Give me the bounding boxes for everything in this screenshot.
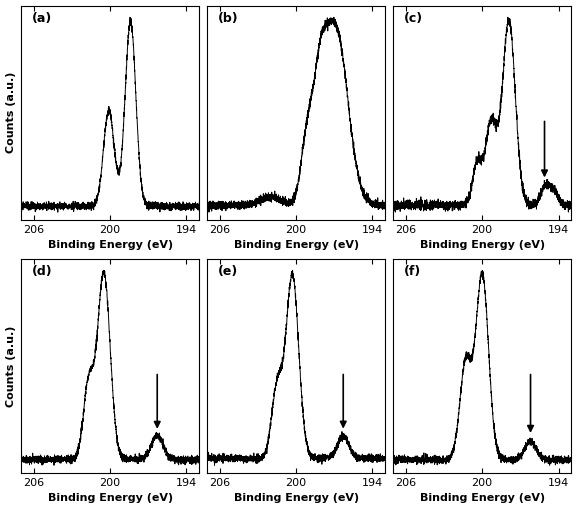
Text: (c): (c) <box>404 12 423 25</box>
Text: (d): (d) <box>32 265 53 278</box>
X-axis label: Binding Energy (eV): Binding Energy (eV) <box>47 493 173 503</box>
X-axis label: Binding Energy (eV): Binding Energy (eV) <box>234 240 359 250</box>
X-axis label: Binding Energy (eV): Binding Energy (eV) <box>420 493 544 503</box>
Text: (b): (b) <box>218 12 239 25</box>
Text: (e): (e) <box>218 265 238 278</box>
Text: (a): (a) <box>32 12 52 25</box>
Text: (f): (f) <box>404 265 421 278</box>
X-axis label: Binding Energy (eV): Binding Energy (eV) <box>234 493 359 503</box>
Y-axis label: Counts (a.u.): Counts (a.u.) <box>6 72 16 153</box>
Y-axis label: Counts (a.u.): Counts (a.u.) <box>6 325 16 407</box>
X-axis label: Binding Energy (eV): Binding Energy (eV) <box>47 240 173 250</box>
X-axis label: Binding Energy (eV): Binding Energy (eV) <box>420 240 544 250</box>
